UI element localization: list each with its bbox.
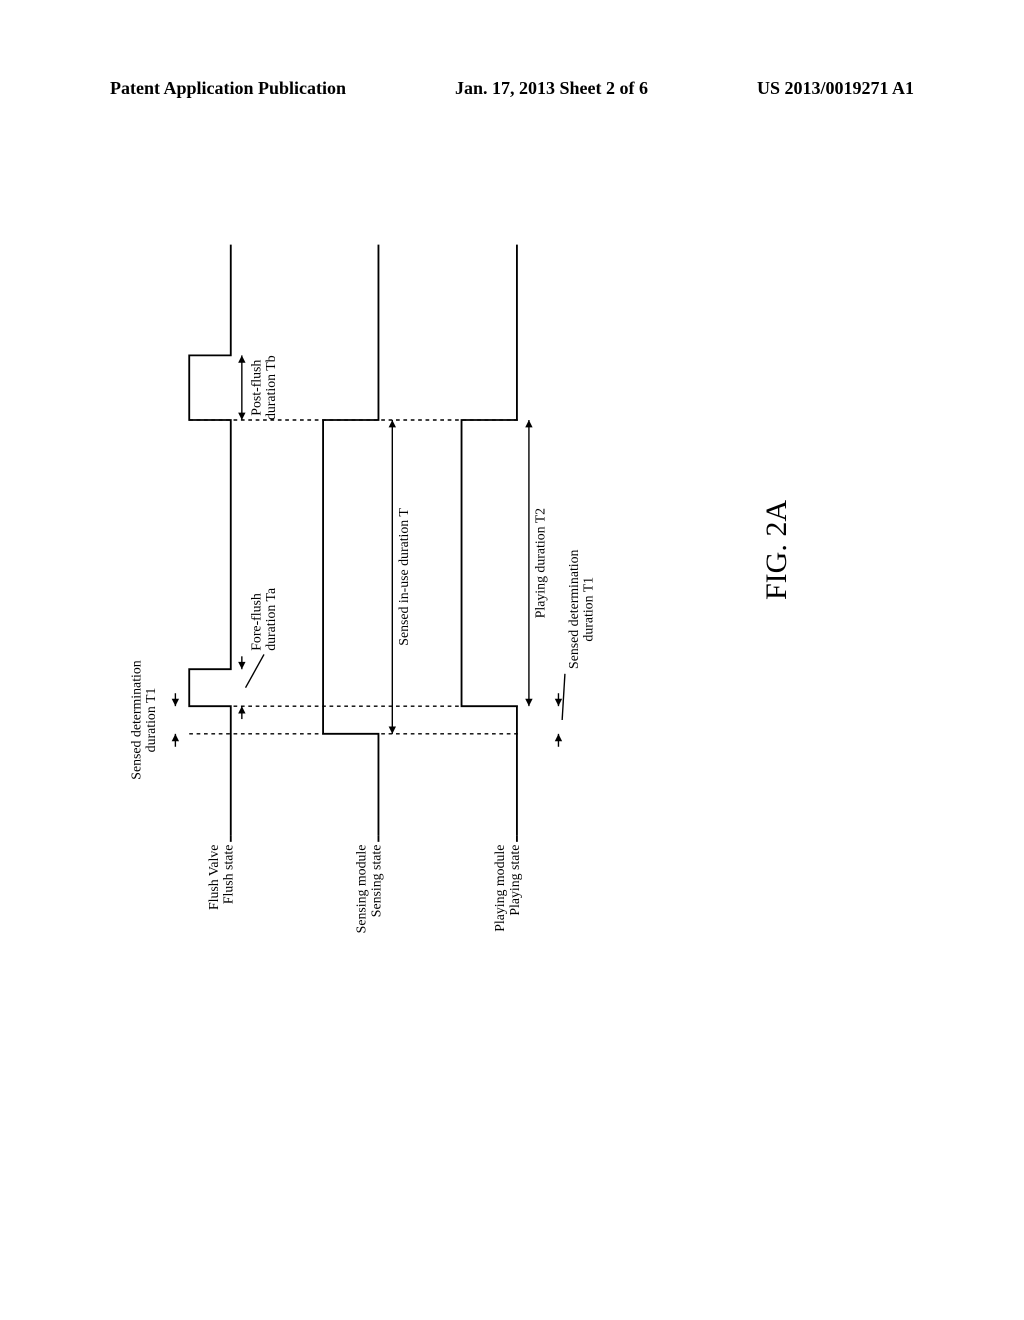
- flush-valve-label2: Flush state: [221, 845, 236, 905]
- chart-svg: Flush ValveFlush stateSensing moduleSens…: [120, 210, 600, 870]
- playing-module-label2: Playing state: [507, 845, 522, 916]
- sensing-module-waveform: [323, 245, 378, 836]
- anno-playing-dur-l1: Playing duration T2: [533, 508, 548, 618]
- figure-label: FIG. 2A: [760, 500, 794, 600]
- anno-sensed-det-top: [172, 693, 179, 747]
- anno-fore-flush-l1: Fore-flush: [248, 593, 263, 651]
- anno-fore-flush: [238, 656, 245, 719]
- anno-sensed-det-bottom-l1: Sensed determination: [566, 549, 581, 669]
- anno-sensed-det-bottom-l2: duration T1: [581, 577, 596, 642]
- playing-module-label1: Playing module: [492, 845, 507, 932]
- flush-valve-label1: Flush Valve: [206, 845, 221, 910]
- anno-post-flush: [238, 355, 245, 420]
- anno-post-flush-l2: duration Tb: [263, 355, 278, 420]
- anno-sensed-in-use-l1: Sensed in-use duration T: [396, 508, 411, 646]
- header-center: Jan. 17, 2013 Sheet 2 of 6: [455, 78, 648, 99]
- sensing-module-label2: Sensing state: [368, 845, 383, 918]
- timing-diagram: Flush ValveFlush stateSensing moduleSens…: [120, 390, 880, 870]
- playing-module-waveform: [462, 245, 517, 836]
- flush-valve-waveform: [189, 245, 231, 836]
- anno-sensed-in-use: [389, 420, 396, 734]
- sensing-module-label1: Sensing module: [354, 845, 369, 934]
- page-header: Patent Application Publication Jan. 17, …: [0, 78, 1024, 99]
- header-right: US 2013/0019271 A1: [757, 78, 914, 99]
- anno-sensed-det-bottom: [555, 693, 562, 747]
- anno-fore-flush-l2: duration Ta: [263, 588, 278, 651]
- anno-sensed-det-bottom-leader: [562, 674, 565, 720]
- anno-post-flush-l1: Post-flush: [248, 360, 263, 416]
- header-left: Patent Application Publication: [110, 78, 346, 99]
- anno-playing-dur: [525, 420, 532, 706]
- anno-sensed-det-top-l1: Sensed determination: [128, 660, 143, 780]
- anno-sensed-det-top-l2: duration T1: [143, 688, 158, 753]
